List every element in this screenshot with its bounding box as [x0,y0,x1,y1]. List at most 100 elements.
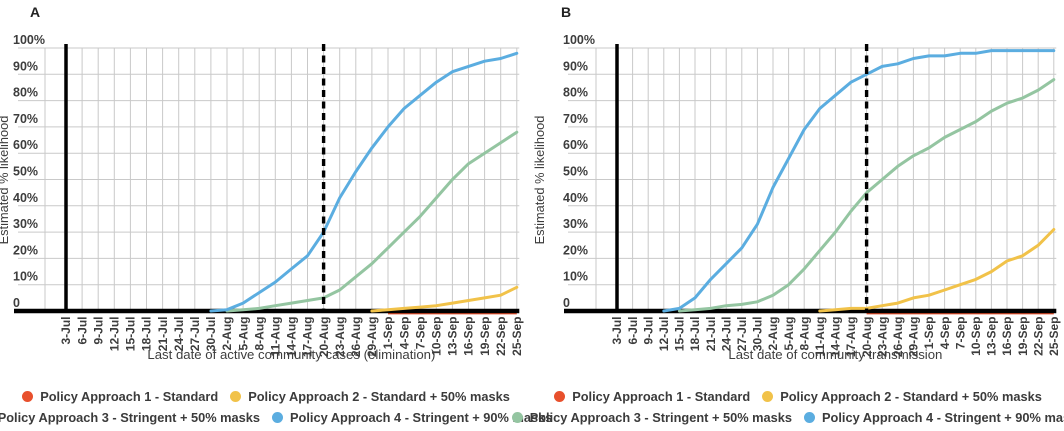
y-tick-label: 20% [13,243,38,257]
legend-label: Policy Approach 4 - Stringent + 90% mask… [822,410,1064,425]
x-tick-label: 9-Jul [641,317,655,345]
x-tick-label: 10-Sep [969,317,983,356]
y-tick-label: 40% [13,191,38,205]
chart-panel-b: B 100% 90% 80% 70% 60% 50% 40% 30% 20% 10% 0 3-Jul 6… [511,0,1064,431]
y-tick-label: 50% [13,165,38,179]
y-tick-label: 40% [563,191,588,205]
legend-item: Policy Approach 3 - Stringent + 50% mask… [0,410,260,425]
likelihood-elimination-chart: 100% 90% 80% 70% 60% 50% 40% 30% 20% 10% 0 3-Jul 6-J… [0,33,524,362]
x-tick-label: 27-Jul [188,317,202,352]
x-tick-label: 12-Jul [657,317,671,352]
legend-label: Policy Approach 3 - Stringent + 50% mask… [529,410,792,425]
x-tick-label: 29-Aug [365,317,379,358]
x-tick-label: 30-Jul [751,317,765,352]
x-tick-label: 17-Aug [301,317,315,358]
x-tick-label: 5-Aug [236,317,250,351]
legend-label: Policy Approach 1 - Standard [40,389,219,404]
x-tick-label: 23-Aug [333,317,347,358]
y-tick-label: 30% [13,217,38,231]
y-axis-title: Estimated % likelihood [532,116,547,245]
likelihood-transmission-chart: 100% 90% 80% 70% 60% 50% 40% 30% 20% 10% 0 3-Jul 6-J… [532,33,1061,362]
legend-row: Policy Approach 3 - Stringent + 50% mask… [511,407,1064,428]
x-tick-label: 16-Sep [1000,317,1014,356]
legend-label: Policy Approach 1 - Standard [572,389,751,404]
legend-dot-icon [230,391,242,402]
x-tick-label: 23-Aug [875,317,889,358]
legend-row: Policy Approach 1 - Standard Policy Appro… [0,386,532,407]
y-tick-label: 100% [563,33,595,47]
y-tick-label: 60% [563,138,588,152]
legend-dot-icon [804,412,815,423]
x-tick-label: 12-Jul [108,317,122,352]
x-tick-label: 10-Sep [430,317,444,356]
y-axis-title: Estimated % likelihood [0,116,11,245]
x-tick-label: 18-Jul [140,317,154,352]
legend-dot-icon [554,391,566,402]
legend-item: Policy Approach 1 - Standard [554,389,750,404]
legend-label: Policy Approach 2 - Standard + 50% masks [248,389,510,404]
legend-item: Policy Approach 4 - Stringent + 90% mask… [804,410,1064,425]
legend-label: Policy Approach 2 - Standard + 50% masks [780,389,1042,404]
x-tick-label: 19-Sep [478,317,492,356]
legend-dot-icon [511,412,523,423]
x-tick-label: 11-Aug [269,317,283,357]
y-tick-label: 0 [563,296,570,310]
y-tick-label: 50% [563,165,588,179]
legend-dot-icon [272,412,283,423]
y-tick-label: 80% [563,86,588,100]
x-tick-label: 17-Aug [844,317,858,358]
y-tick-label: 10% [13,270,38,284]
legend-item: Policy Approach 4 - Stringent + 90% mask… [272,410,552,425]
x-tick-label: 20-Aug [317,317,331,358]
x-tick-label: 11-Aug [813,317,827,357]
x-tick-label: 25-Sep [1047,317,1061,356]
x-tick-label: 24-Jul [172,317,186,352]
x-tick-label: 18-Jul [688,317,702,352]
x-tick-label: 2-Aug [220,317,234,351]
x-tick-label: 26-Aug [891,317,905,358]
x-tick-label: 9-Jul [91,317,105,345]
x-tick-label: 14-Aug [829,317,843,358]
x-tick-label: 22-Sep [494,317,508,356]
legend-dot-icon [22,391,34,402]
legend-label: Policy Approach 4 - Stringent + 90% mask… [290,410,553,425]
x-tick-label: 24-Jul [719,317,733,352]
x-tick-label: 6-Jul [75,317,89,345]
x-tick-label: 4-Sep [397,317,411,350]
y-tick-label: 100% [13,33,45,47]
chart-panel-a: A 100% 90% 80% 70% 60% 50% 40% 30% 20% 10% 0 3-Jul 6… [0,4,552,428]
y-tick-label: 30% [563,217,588,231]
x-axis-title: Last date of active community cases (eli… [147,347,435,362]
legend-b: Policy Approach 1 - Standard Policy Appro… [511,386,1064,428]
y-tick-label: 20% [563,243,588,257]
x-tick-label: 7-Sep [953,317,967,350]
x-tick-label: 29-Aug [907,317,921,358]
legend-row: Policy Approach 3 - Stringent + 50% mask… [0,407,552,428]
x-tick-label: 15-Jul [124,317,138,352]
y-tick-label: 0 [13,296,20,310]
x-tick-label: 5-Aug [782,317,796,351]
panel-letter-a: A [30,4,41,20]
x-tick-label: 30-Jul [204,317,218,352]
legend-dot-icon [762,391,774,402]
x-tick-label: 13-Sep [985,317,999,356]
x-tick-label: 1-Sep [922,317,936,350]
x-tick-label: 16-Sep [462,317,476,356]
x-tick-label: 8-Aug [797,317,811,351]
x-tick-label: 22-Sep [1031,317,1045,356]
x-axis-title: Last date of community transmission [728,347,942,362]
x-tick-label: 1-Sep [381,317,395,350]
x-tick-label: 3-Jul [59,317,73,345]
x-tick-label: 21-Jul [156,317,170,352]
x-tick-label: 13-Sep [446,317,460,356]
y-tick-label: 90% [563,59,588,73]
y-tick-label: 10% [563,270,588,284]
legend-item: Policy Approach 1 - Standard [22,389,218,404]
x-tick-label: 6-Jul [626,317,640,345]
x-tick-label: 14-Aug [285,317,299,358]
x-tick-label: 19-Sep [1016,317,1030,356]
legend-item: Policy Approach 3 - Stringent + 50% mask… [511,410,792,425]
x-tick-label: 8-Aug [252,317,266,351]
y-tick-label: 70% [13,112,38,126]
y-tick-label: 90% [13,59,38,73]
